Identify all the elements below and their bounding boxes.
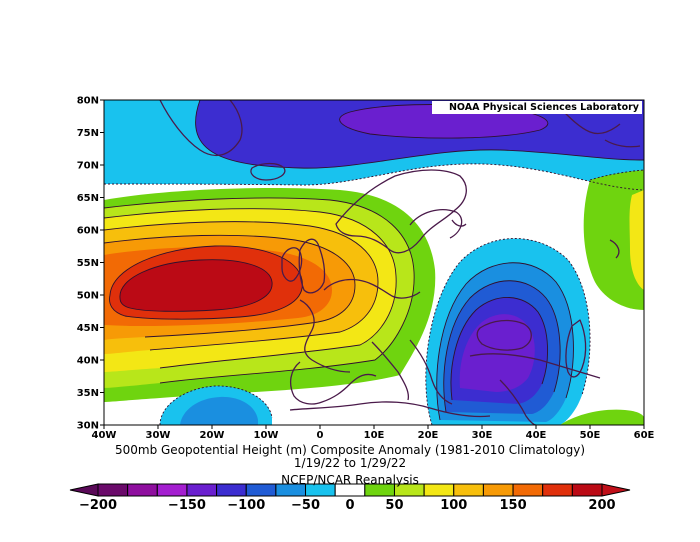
- colorbar-label: 100: [440, 498, 467, 513]
- negative-anomaly-southwest-blue: [180, 396, 258, 425]
- lat-tick-label: 35N: [77, 388, 99, 399]
- lon-tick-label: 50E: [580, 430, 601, 441]
- anomaly-field: [104, 100, 644, 425]
- lat-tick-label: 40N: [77, 356, 99, 367]
- colorbar-label: 150: [499, 498, 526, 513]
- zero-contours: [104, 163, 644, 425]
- colorbar: −200 −150 −100 −50 0 50 100 150 200: [69, 483, 631, 513]
- lat-tick-label: 55N: [77, 258, 99, 269]
- coastlines: [159, 100, 641, 425]
- colorbar-label: 50: [385, 498, 403, 513]
- colorbar-label: −50: [291, 498, 320, 513]
- lat-tick-label: 45N: [77, 323, 99, 334]
- lon-tick-label: 20W: [200, 430, 225, 441]
- latitude-axis: 80N 75N 70N 65N 60N 55N 50N 45N 40N 35N 30N: [77, 96, 104, 432]
- lon-tick-label: 40W: [92, 430, 117, 441]
- credit-label: NOAA Physical Sciences Laboratory: [432, 101, 642, 114]
- lon-tick-label: 0: [317, 430, 324, 441]
- lon-tick-label: 60E: [634, 430, 655, 441]
- colorbar-label: −100: [227, 498, 265, 513]
- lat-tick-label: 50N: [77, 291, 99, 302]
- colorbar-label: −200: [79, 498, 117, 513]
- longitude-axis: 40W 30W 20W 10W 0 10E 20E 30E 40E 50E 60E: [92, 425, 655, 441]
- date-range: 1/19/22 to 1/29/22: [293, 456, 407, 470]
- map-title: 500mb Geopotential Height (m) Composite …: [114, 443, 585, 457]
- colorbar-label: −150: [168, 498, 206, 513]
- data-source: NCEP/NCAR Reanalysis: [281, 473, 419, 487]
- lon-tick-label: 10E: [364, 430, 385, 441]
- positive-anomaly-east-green: [583, 170, 644, 310]
- lon-tick-label: 20E: [418, 430, 439, 441]
- lat-tick-label: 60N: [77, 226, 99, 237]
- lat-tick-label: 30N: [77, 421, 99, 432]
- positive-anomaly-core: [119, 259, 273, 312]
- lon-tick-label: 10W: [254, 430, 279, 441]
- colorbar-swatch: [571, 483, 603, 497]
- positive-anomaly-east-yellow: [629, 190, 644, 290]
- lat-tick-label: 80N: [77, 96, 99, 107]
- lon-tick-label: 30W: [146, 430, 171, 441]
- lat-tick-label: 65N: [77, 193, 99, 204]
- lat-tick-label: 70N: [77, 161, 99, 172]
- colorbar-label: 200: [588, 498, 615, 513]
- lon-tick-label: 40E: [526, 430, 547, 441]
- negative-anomaly-east-core: [459, 314, 535, 392]
- lat-tick-label: 75N: [77, 128, 99, 139]
- colorbar-label: 0: [345, 498, 354, 513]
- positive-anomaly-southeast-green: [560, 409, 644, 425]
- lon-tick-label: 30E: [472, 430, 493, 441]
